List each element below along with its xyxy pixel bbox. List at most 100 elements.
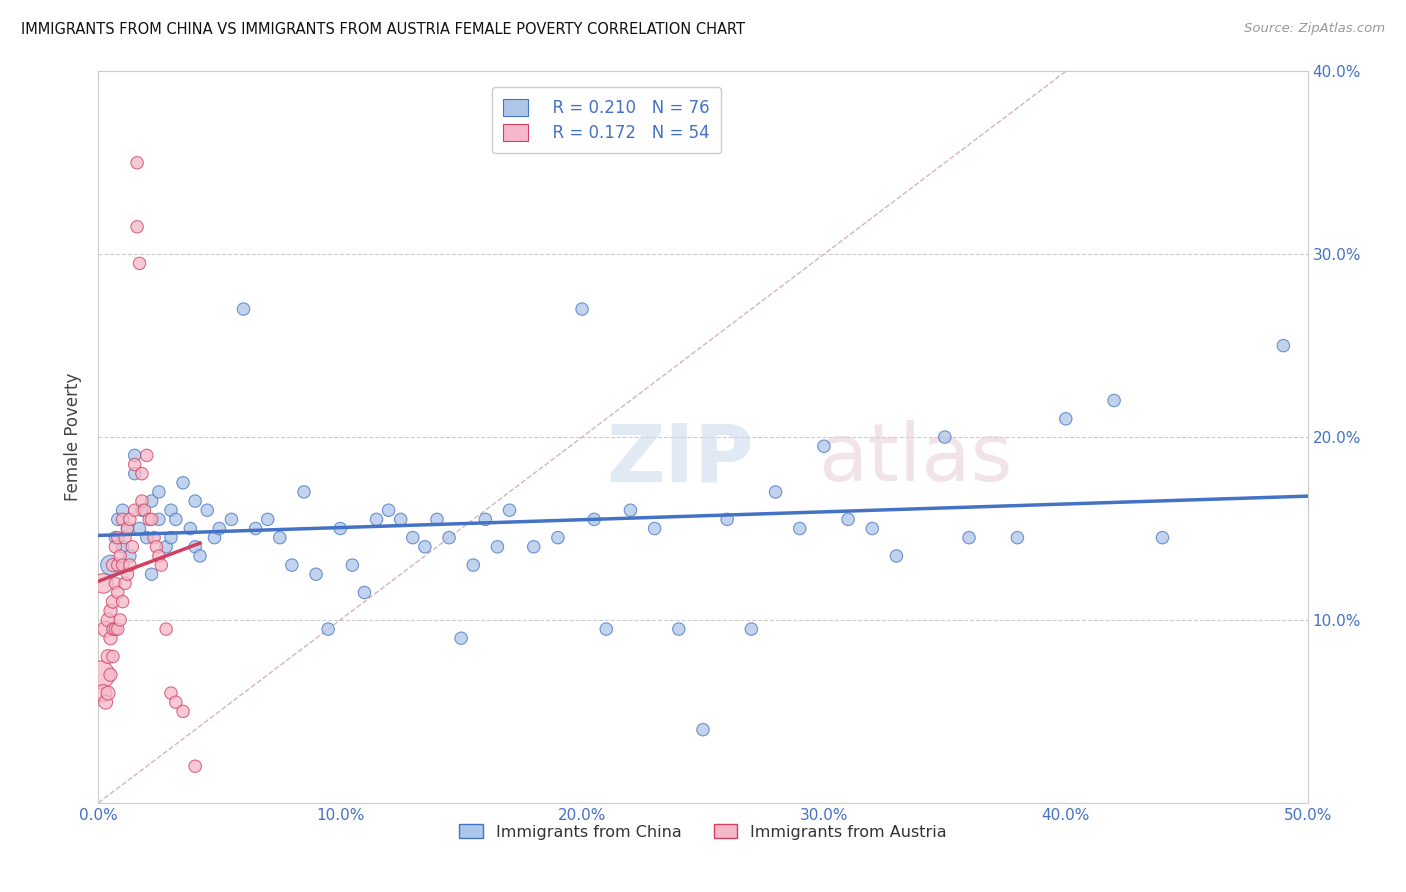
Text: Source: ZipAtlas.com: Source: ZipAtlas.com: [1244, 22, 1385, 36]
Point: [107, 531, 129, 545]
Point: [547, 531, 569, 545]
Point: [1007, 531, 1029, 545]
Point: [148, 549, 170, 563]
Point: [118, 558, 141, 573]
Point: [716, 512, 738, 526]
Point: [474, 512, 496, 526]
Point: [172, 475, 194, 490]
Point: [114, 576, 136, 591]
Point: [837, 512, 859, 526]
Point: [101, 622, 124, 636]
Point: [90, 667, 112, 681]
Point: [165, 695, 187, 709]
Y-axis label: Female Poverty: Female Poverty: [65, 373, 83, 501]
Point: [100, 558, 122, 573]
Point: [107, 622, 129, 636]
Point: [256, 512, 278, 526]
Legend: Immigrants from China, Immigrants from Austria: Immigrants from China, Immigrants from A…: [453, 818, 953, 846]
Point: [740, 622, 762, 636]
Point: [316, 622, 339, 636]
Point: [692, 723, 714, 737]
Point: [111, 540, 134, 554]
Point: [111, 594, 134, 608]
Point: [957, 531, 980, 545]
Point: [179, 521, 201, 535]
Text: IMMIGRANTS FROM CHINA VS IMMIGRANTS FROM AUSTRIA FEMALE POVERTY CORRELATION CHAR: IMMIGRANTS FROM CHINA VS IMMIGRANTS FROM…: [21, 22, 745, 37]
Point: [208, 521, 231, 535]
Point: [145, 540, 167, 554]
Point: [619, 503, 641, 517]
Point: [111, 558, 134, 573]
Point: [329, 521, 352, 535]
Point: [498, 503, 520, 517]
Point: [117, 521, 139, 535]
Point: [97, 649, 120, 664]
Point: [160, 503, 183, 517]
Point: [124, 503, 146, 517]
Point: [134, 503, 156, 517]
Point: [101, 594, 124, 608]
Point: [523, 540, 546, 554]
Point: [184, 494, 207, 508]
Point: [245, 521, 267, 535]
Point: [138, 512, 160, 526]
Point: [150, 558, 173, 573]
Point: [571, 301, 593, 317]
Point: [117, 521, 139, 535]
Point: [281, 558, 304, 573]
Point: [789, 521, 811, 535]
Point: [934, 430, 956, 444]
Point: [402, 531, 425, 545]
Point: [118, 549, 141, 563]
Point: [232, 301, 254, 317]
Point: [97, 686, 120, 700]
Point: [107, 512, 129, 526]
Point: [131, 467, 153, 481]
Point: [305, 567, 328, 582]
Point: [813, 439, 835, 453]
Point: [127, 156, 149, 170]
Point: [413, 540, 436, 554]
Point: [117, 567, 139, 582]
Point: [128, 256, 150, 270]
Point: [135, 448, 157, 462]
Point: [860, 521, 883, 535]
Point: [91, 576, 114, 591]
Point: [97, 613, 120, 627]
Point: [886, 549, 908, 563]
Point: [143, 531, 166, 545]
Point: [644, 521, 666, 535]
Point: [188, 549, 211, 563]
Text: ZIP: ZIP: [606, 420, 754, 498]
Point: [141, 567, 163, 582]
Point: [124, 458, 146, 472]
Point: [342, 558, 364, 573]
Point: [94, 695, 117, 709]
Point: [583, 512, 606, 526]
Point: [765, 485, 787, 500]
Point: [124, 448, 146, 462]
Point: [104, 576, 127, 591]
Point: [668, 622, 690, 636]
Point: [366, 512, 388, 526]
Point: [184, 759, 207, 773]
Point: [128, 521, 150, 535]
Point: [141, 494, 163, 508]
Point: [1152, 531, 1174, 545]
Point: [91, 686, 114, 700]
Point: [437, 531, 460, 545]
Point: [353, 585, 375, 599]
Point: [160, 531, 183, 545]
Point: [121, 540, 143, 554]
Point: [195, 503, 218, 517]
Point: [389, 512, 412, 526]
Point: [160, 686, 183, 700]
Point: [111, 512, 134, 526]
Point: [155, 622, 177, 636]
Point: [269, 531, 291, 545]
Point: [107, 558, 129, 573]
Point: [463, 558, 485, 573]
Text: atlas: atlas: [818, 420, 1012, 498]
Point: [124, 467, 146, 481]
Point: [101, 558, 124, 573]
